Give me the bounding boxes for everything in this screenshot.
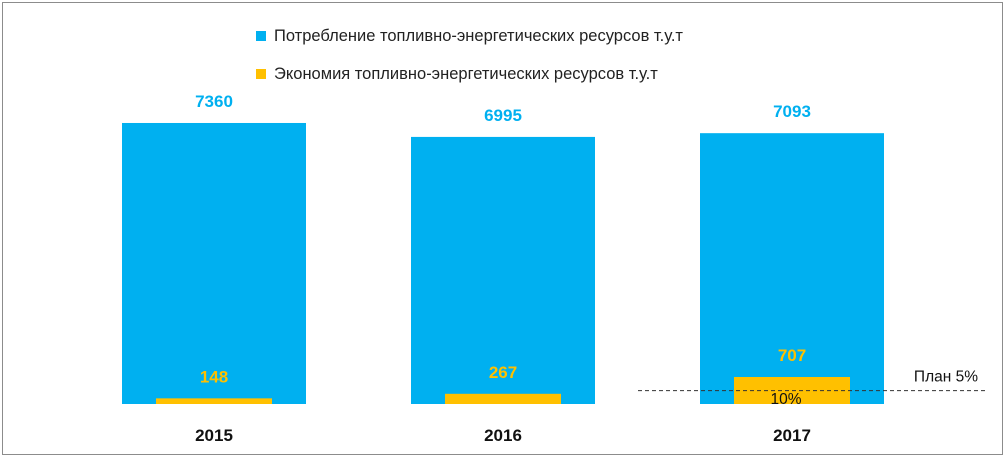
plan-reference-label: План 5% xyxy=(914,369,978,386)
consumption-value-label-2016: 6995 xyxy=(484,106,522,125)
legend-swatch-savings xyxy=(256,69,266,79)
consumption-value-label-2015: 7360 xyxy=(195,92,233,111)
legend-item-savings: Экономия топливно-энергетических ресурсо… xyxy=(256,64,658,84)
legend-label-consumption: Потребление топливно-энергетических ресу… xyxy=(274,26,683,45)
consumption-bar-2017 xyxy=(700,133,884,404)
category-label-2015: 2015 xyxy=(195,426,233,445)
legend-item-consumption: Потребление топливно-энергетических ресу… xyxy=(256,26,683,46)
savings-value-label-2017: 707 xyxy=(778,346,806,365)
consumption-value-label-2017: 7093 xyxy=(773,102,811,121)
category-label-2017: 2017 xyxy=(773,426,811,445)
legend-label-savings: Экономия топливно-энергетических ресурсо… xyxy=(274,64,658,83)
savings-bar-2015 xyxy=(156,398,272,404)
consumption-bar-2015 xyxy=(122,122,306,405)
legend-swatch-consumption xyxy=(256,31,266,41)
percent-annotation: 10% xyxy=(770,391,801,408)
consumption-bar-2016 xyxy=(411,136,595,404)
category-label-2016: 2016 xyxy=(484,426,522,445)
savings-value-label-2016: 267 xyxy=(489,363,517,382)
savings-value-label-2015: 148 xyxy=(200,367,228,386)
savings-bar-2016 xyxy=(445,393,561,404)
